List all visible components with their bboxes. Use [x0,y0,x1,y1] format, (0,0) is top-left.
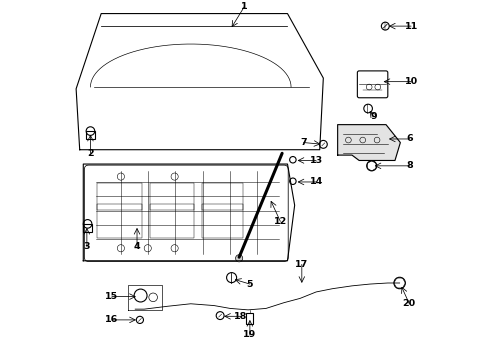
Text: 14: 14 [309,177,322,186]
Bar [149,204,194,238]
Text: 8: 8 [405,161,412,170]
Bar [202,204,243,238]
Bar [97,204,142,238]
Text: 3: 3 [83,242,90,251]
Text: 10: 10 [404,77,417,86]
Text: 4: 4 [133,242,140,251]
Text: 6: 6 [405,135,412,144]
Bar [202,183,243,210]
Bar [86,131,95,139]
Text: 9: 9 [369,112,376,121]
Text: 16: 16 [105,315,118,324]
Text: 20: 20 [402,299,415,308]
Text: 7: 7 [300,138,306,147]
Text: 5: 5 [246,280,253,289]
Bar [245,314,253,324]
Text: 2: 2 [87,149,94,158]
Bar [97,183,142,210]
Text: 13: 13 [309,156,322,165]
Circle shape [235,255,242,262]
Text: 15: 15 [105,292,118,301]
Text: 12: 12 [273,217,286,226]
Text: 1: 1 [241,2,247,11]
Bar [149,183,194,210]
Polygon shape [337,125,400,161]
Bar [83,224,92,232]
Text: 19: 19 [243,330,256,339]
Text: 11: 11 [404,22,417,31]
Text: 17: 17 [295,260,308,269]
Text: 18: 18 [234,312,247,321]
